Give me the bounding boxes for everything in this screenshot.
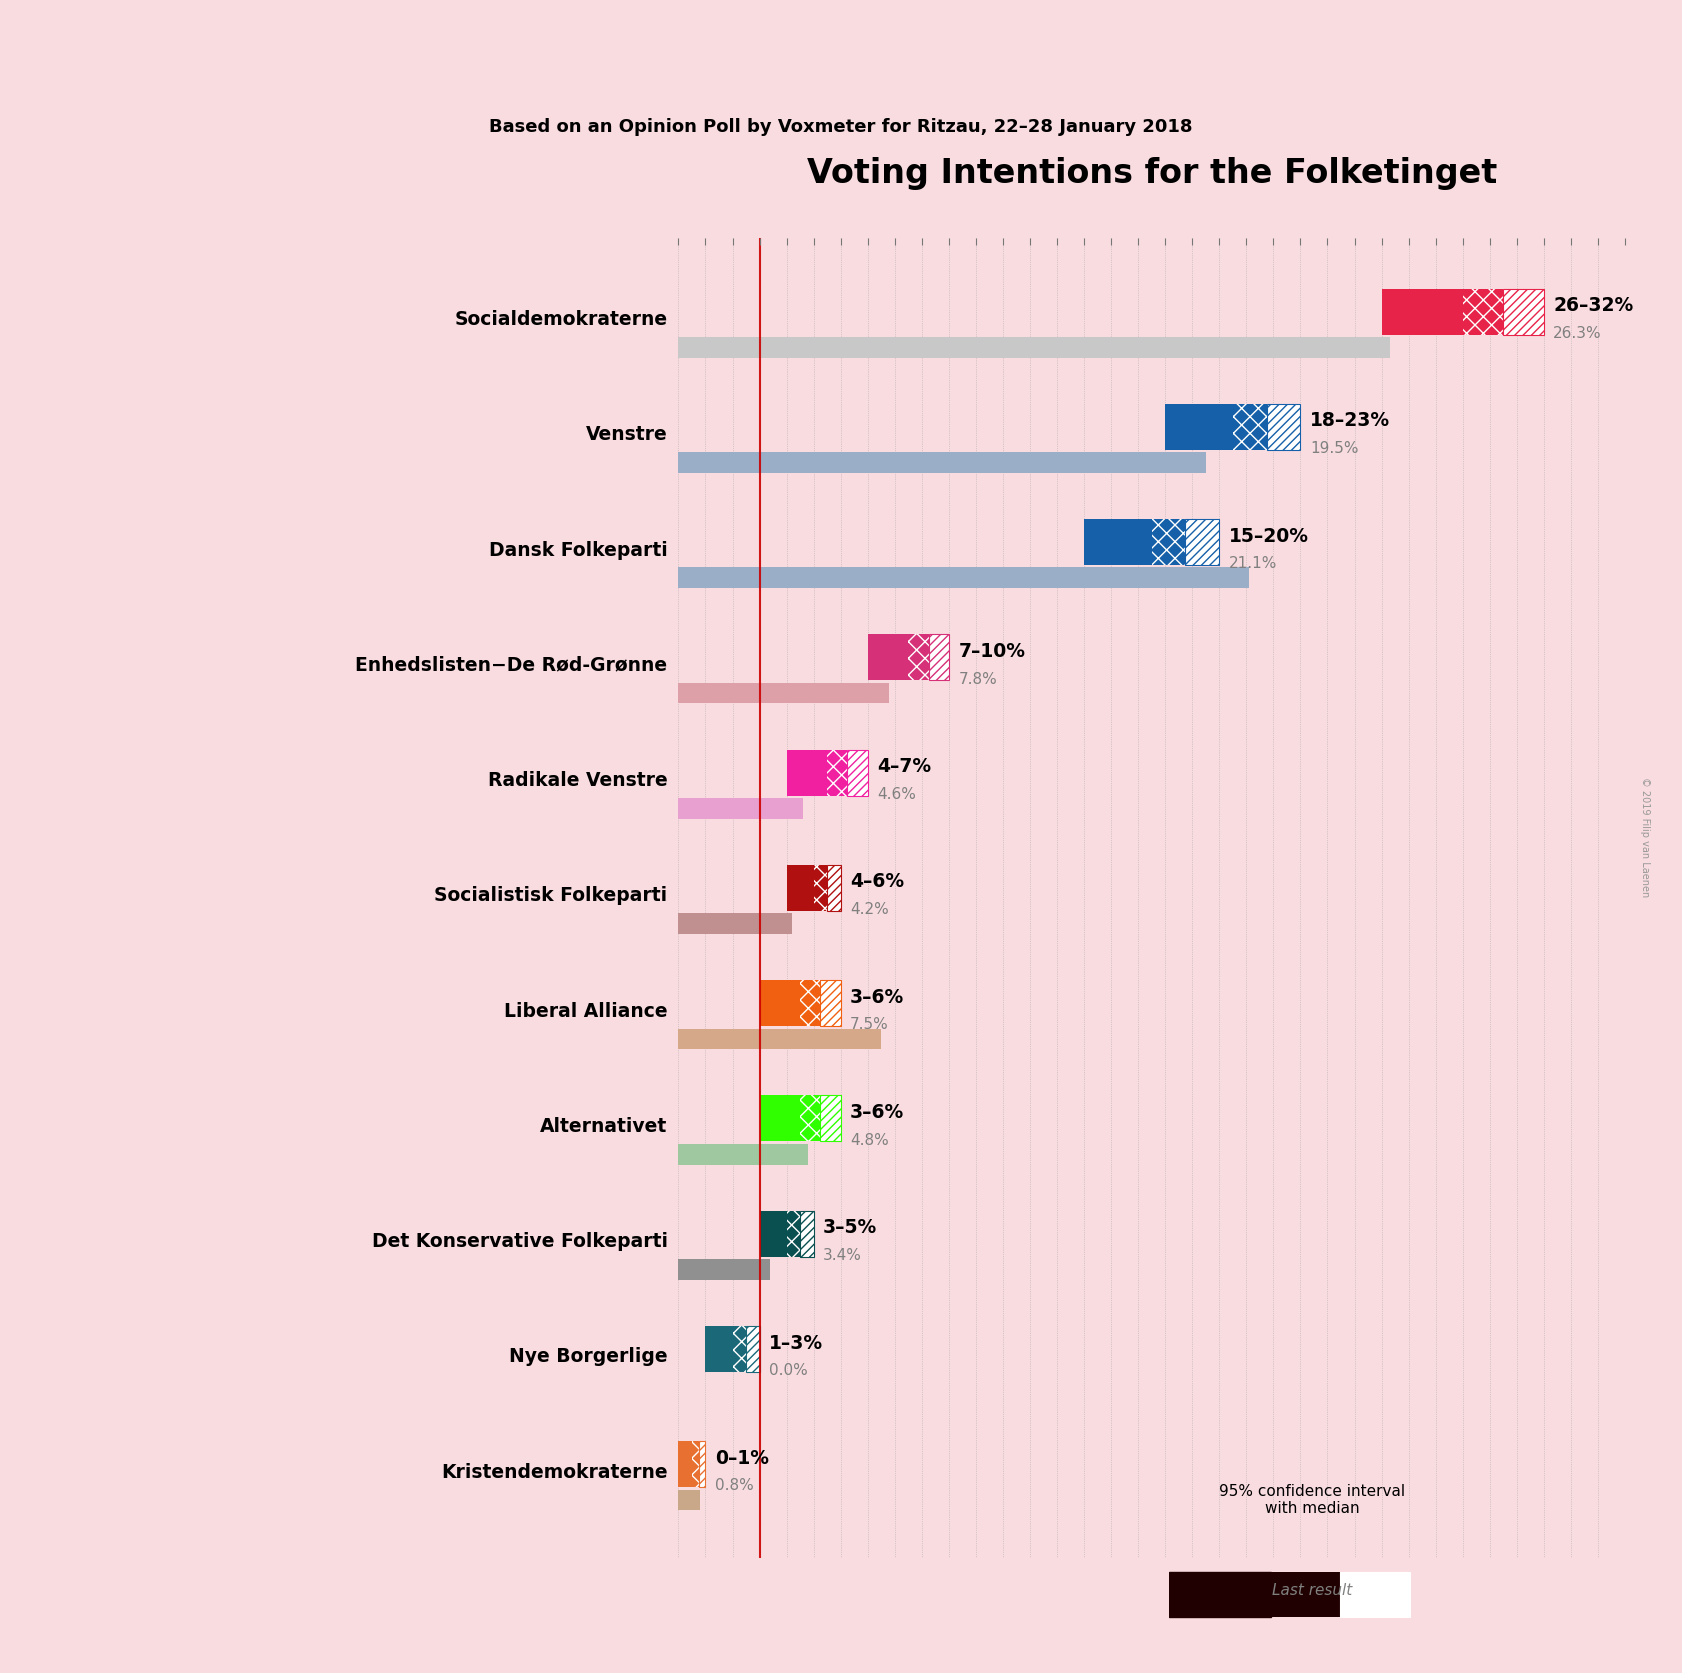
Bar — [787, 1211, 801, 1256]
Bar — [1341, 1573, 1410, 1616]
Bar — [705, 1327, 732, 1372]
Bar — [821, 1096, 841, 1141]
Bar — [732, 1327, 747, 1372]
Text: Kristendemokraterne: Kristendemokraterne — [441, 1462, 668, 1481]
Text: 3.4%: 3.4% — [822, 1246, 861, 1261]
Text: Det Konservative Folkeparti: Det Konservative Folkeparti — [372, 1231, 668, 1250]
Text: 7.5%: 7.5% — [849, 1017, 888, 1032]
Bar — [678, 338, 1389, 358]
Bar — [698, 1440, 705, 1487]
Text: 21.1%: 21.1% — [1230, 555, 1277, 570]
Bar — [787, 750, 828, 796]
Text: 15–20%: 15–20% — [1230, 527, 1309, 545]
Text: 4.8%: 4.8% — [849, 1133, 888, 1148]
Bar — [678, 683, 890, 704]
Bar — [747, 1327, 760, 1372]
Bar — [760, 1096, 801, 1141]
Bar — [828, 750, 848, 796]
Text: Venstre: Venstre — [585, 425, 668, 443]
Bar — [1463, 289, 1504, 336]
Bar — [908, 636, 928, 681]
Text: 0.8%: 0.8% — [715, 1477, 754, 1492]
Bar — [801, 1096, 821, 1141]
Text: Dansk Folkeparti: Dansk Folkeparti — [489, 540, 668, 559]
Bar — [760, 980, 801, 1027]
Text: 3–6%: 3–6% — [849, 987, 905, 1005]
Bar — [1381, 289, 1463, 336]
Bar — [848, 750, 868, 796]
Bar — [1152, 520, 1186, 565]
Text: 95% confidence interval
with median: 95% confidence interval with median — [1219, 1482, 1404, 1516]
Bar — [828, 865, 841, 912]
Text: Radikale Venstre: Radikale Venstre — [488, 771, 668, 790]
Text: 7–10%: 7–10% — [959, 641, 1026, 661]
Text: 0.0%: 0.0% — [769, 1362, 807, 1377]
Text: Liberal Alliance: Liberal Alliance — [505, 1000, 668, 1021]
Bar — [678, 1260, 770, 1280]
Bar — [678, 569, 1250, 589]
Text: 18–23%: 18–23% — [1310, 412, 1389, 430]
Bar — [678, 798, 802, 820]
Text: Enhedslisten−De Rød-Grønne: Enhedslisten−De Rød-Grønne — [355, 656, 668, 674]
Text: 26–32%: 26–32% — [1552, 296, 1633, 315]
Bar — [678, 1440, 691, 1487]
Text: 26.3%: 26.3% — [1552, 326, 1601, 341]
Text: Nye Borgerlige: Nye Borgerlige — [510, 1347, 668, 1365]
Text: 19.5%: 19.5% — [1310, 442, 1359, 455]
Text: 4–6%: 4–6% — [849, 872, 905, 892]
Bar — [1267, 405, 1300, 450]
Text: 4.6%: 4.6% — [878, 786, 917, 801]
Text: 4.2%: 4.2% — [849, 902, 888, 917]
Bar — [1085, 520, 1152, 565]
Bar — [760, 1211, 787, 1256]
Text: © 2019 Filip van Laenen: © 2019 Filip van Laenen — [1640, 776, 1650, 897]
Text: 3–5%: 3–5% — [822, 1218, 878, 1236]
Bar — [1186, 520, 1219, 565]
Bar — [1272, 1573, 1341, 1616]
Bar — [678, 1489, 700, 1511]
Bar — [787, 865, 814, 912]
Text: Socialistisk Folkeparti: Socialistisk Folkeparti — [434, 885, 668, 905]
Text: Alternativet: Alternativet — [540, 1116, 668, 1136]
Text: 7.8%: 7.8% — [959, 671, 997, 686]
Bar — [821, 980, 841, 1027]
Bar — [801, 1211, 814, 1256]
Text: 1–3%: 1–3% — [769, 1333, 822, 1352]
Bar — [1504, 289, 1544, 336]
Text: Socialdemokraterne: Socialdemokraterne — [454, 310, 668, 330]
Text: 0–1%: 0–1% — [715, 1447, 769, 1467]
Bar — [1166, 405, 1233, 450]
Title: Voting Intentions for the Folketinget: Voting Intentions for the Folketinget — [807, 157, 1497, 191]
Bar — [691, 1440, 698, 1487]
Bar — [678, 1144, 809, 1164]
Bar — [678, 453, 1206, 473]
Bar — [801, 980, 821, 1027]
Text: 4–7%: 4–7% — [878, 756, 932, 776]
Text: Based on an Opinion Poll by Voxmeter for Ritzau, 22–28 January 2018: Based on an Opinion Poll by Voxmeter for… — [489, 119, 1193, 136]
Bar — [868, 636, 908, 681]
Bar — [678, 913, 792, 935]
Text: Last result: Last result — [1272, 1583, 1352, 1596]
Bar — [678, 1029, 881, 1049]
Text: 3–6%: 3–6% — [849, 1103, 905, 1121]
Bar — [928, 636, 949, 681]
Bar — [814, 865, 828, 912]
Bar — [1169, 1573, 1272, 1616]
Bar — [1233, 405, 1267, 450]
